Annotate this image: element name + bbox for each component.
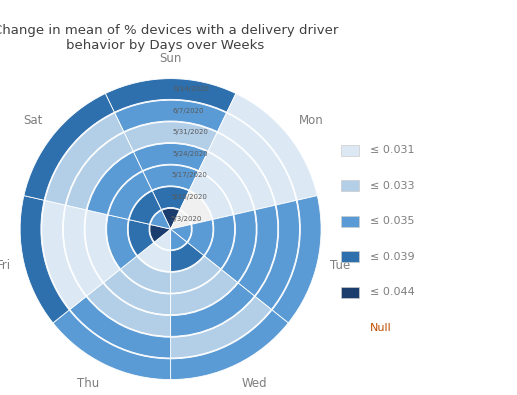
Bar — [87, 152, 143, 214]
Bar — [45, 113, 124, 205]
Text: Change in mean of % devices with a delivery driver
behavior by Days over Weeks: Change in mean of % devices with a deliv… — [0, 24, 338, 52]
Bar — [171, 243, 204, 271]
Bar — [227, 94, 317, 200]
Bar — [20, 196, 69, 323]
Bar — [218, 113, 296, 205]
Bar — [64, 205, 103, 296]
Bar — [171, 310, 288, 380]
Text: 6/7/2020: 6/7/2020 — [173, 107, 205, 114]
Bar — [189, 171, 233, 220]
Text: Tue: Tue — [330, 259, 351, 272]
Text: Fri: Fri — [0, 259, 11, 272]
Bar — [133, 143, 208, 171]
Bar — [104, 269, 171, 315]
Bar — [150, 211, 171, 229]
Bar — [199, 152, 254, 214]
Bar — [24, 94, 114, 200]
Text: Null: Null — [370, 323, 391, 333]
Bar — [171, 283, 254, 336]
Bar — [108, 171, 152, 220]
Bar — [138, 243, 171, 271]
Bar — [150, 224, 171, 242]
Bar — [107, 215, 137, 269]
Bar — [66, 132, 133, 210]
Bar — [87, 283, 171, 336]
Bar — [255, 200, 299, 309]
Text: ≤ 0.035: ≤ 0.035 — [370, 216, 414, 226]
Text: ≤ 0.033: ≤ 0.033 — [370, 181, 414, 191]
Bar — [155, 229, 171, 250]
Bar — [238, 205, 278, 296]
Bar — [70, 297, 171, 358]
Bar — [204, 215, 235, 269]
Bar — [272, 196, 321, 323]
Text: 5/31/2020: 5/31/2020 — [173, 129, 208, 135]
Bar — [105, 79, 236, 112]
Text: Sun: Sun — [159, 52, 182, 65]
Text: ≤ 0.044: ≤ 0.044 — [370, 287, 415, 297]
Bar — [120, 256, 171, 293]
Bar — [188, 220, 213, 256]
Bar — [129, 191, 161, 224]
Bar — [171, 211, 191, 229]
Text: 5/3/2020: 5/3/2020 — [171, 216, 202, 222]
Text: Mon: Mon — [299, 114, 324, 127]
Bar — [128, 220, 154, 256]
Bar — [124, 122, 217, 151]
Text: 5/10/2020: 5/10/2020 — [171, 194, 207, 200]
Bar — [171, 269, 237, 315]
Text: 6/14/2020: 6/14/2020 — [173, 86, 209, 92]
Text: ≤ 0.031: ≤ 0.031 — [370, 145, 414, 155]
Bar — [162, 209, 179, 229]
Bar — [85, 210, 120, 282]
Text: Sat: Sat — [23, 114, 42, 127]
Bar — [143, 165, 199, 190]
Text: 5/17/2020: 5/17/2020 — [172, 173, 207, 179]
Bar — [171, 297, 271, 358]
Bar — [171, 229, 187, 250]
Bar — [180, 191, 212, 224]
Bar — [152, 187, 189, 210]
Bar — [42, 200, 86, 309]
Bar — [53, 310, 171, 380]
Bar — [208, 132, 275, 210]
Bar — [115, 100, 226, 132]
Text: ≤ 0.039: ≤ 0.039 — [370, 252, 414, 262]
Bar — [221, 210, 256, 282]
Bar — [171, 256, 221, 293]
Bar — [171, 224, 191, 242]
Text: Thu: Thu — [77, 377, 99, 390]
Text: Wed: Wed — [242, 377, 267, 390]
Text: 5/24/2020: 5/24/2020 — [172, 151, 208, 157]
